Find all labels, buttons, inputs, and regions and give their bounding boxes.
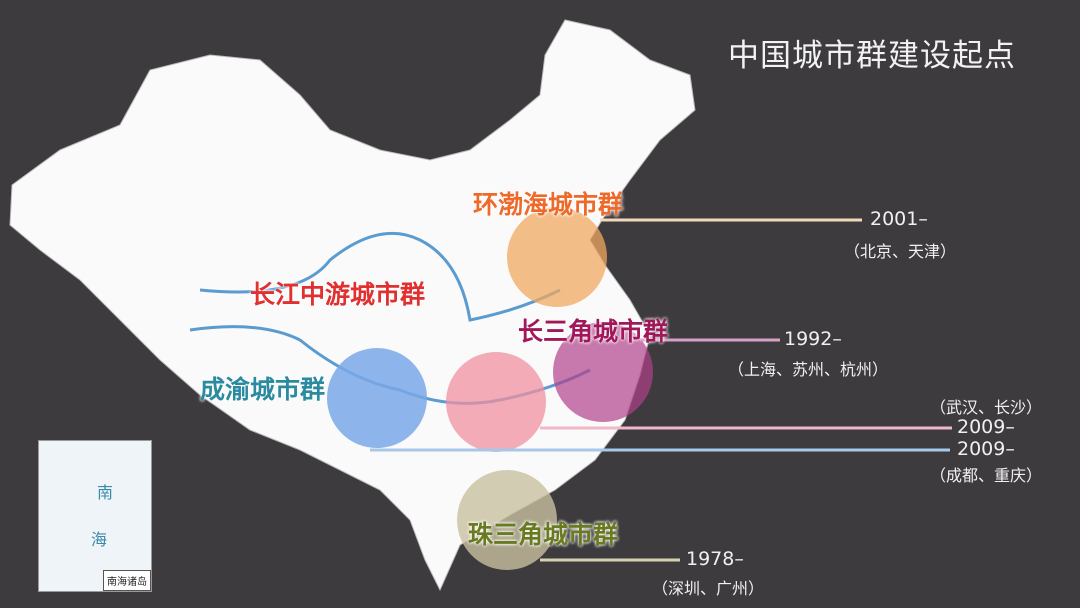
middle-yangtze-year: 2009– (957, 416, 1015, 438)
chengyu-year: 2009– (957, 438, 1015, 460)
cluster-label-pearl-delta: 珠三角城市群 (468, 520, 619, 549)
yangtze-delta-circle (553, 322, 653, 422)
yangtze-delta-year: 1992– (784, 328, 842, 350)
middle-yangtze-cities: （武汉、长沙） (930, 398, 1043, 417)
pearl-delta-circle (457, 470, 557, 570)
page-title: 中国城市群建设起点 (728, 38, 1016, 74)
inset-sea-char: 南 (97, 483, 114, 502)
chengyu-cities: （成都、重庆） (930, 466, 1043, 485)
pearl-delta-cities: （深圳、广州） (652, 579, 765, 598)
bohai-cities: （北京、天津） (844, 242, 957, 261)
pearl-delta-year: 1978– (686, 548, 744, 570)
bohai-year: 2001– (870, 208, 928, 230)
cluster-label-chengyu: 成渝城市群 (200, 375, 326, 404)
cluster-label-bohai: 环渤海城市群 (473, 190, 624, 219)
bohai-circle (507, 207, 607, 307)
yellow-river (199, 231, 561, 322)
south-china-sea-inset: 南 海 南海诸岛 (38, 440, 152, 592)
inset-sea-char: 海 (91, 530, 108, 549)
inset-label: 南海诸岛 (103, 570, 151, 591)
cluster-label-middle-yangtze: 长江中游城市群 (250, 280, 426, 309)
yangtze-delta-cities: （上海、苏州、杭州） (728, 360, 889, 379)
middle-yangtze-circle (446, 352, 546, 452)
cluster-label-yangtze-delta: 长三角城市群 (518, 317, 669, 346)
chengyu-circle (327, 348, 427, 448)
